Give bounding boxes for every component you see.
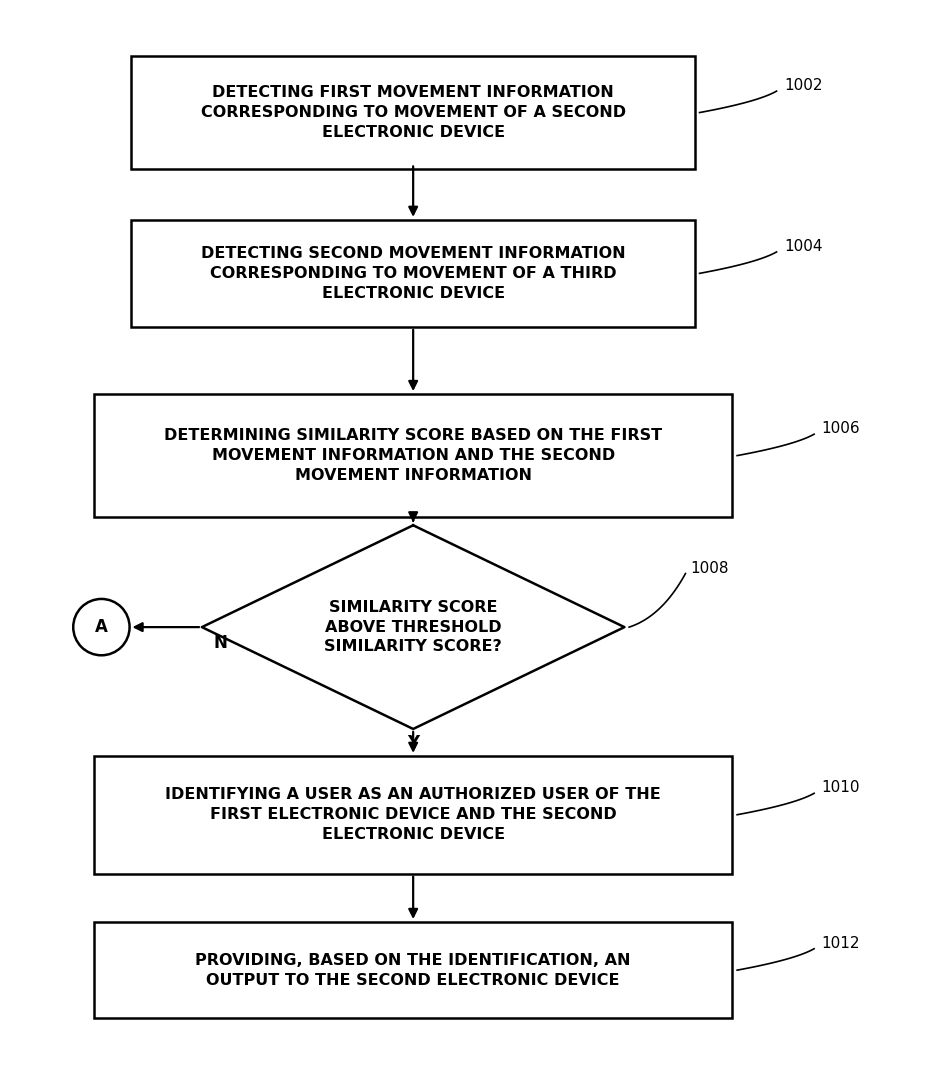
- Text: 1004: 1004: [784, 239, 823, 254]
- Text: 1008: 1008: [690, 561, 729, 576]
- Text: DETERMINING SIMILARITY SCORE BASED ON THE FIRST
MOVEMENT INFORMATION AND THE SEC: DETERMINING SIMILARITY SCORE BASED ON TH…: [164, 429, 662, 482]
- Text: 1012: 1012: [822, 936, 860, 951]
- Ellipse shape: [73, 599, 130, 655]
- FancyBboxPatch shape: [131, 56, 695, 168]
- Text: IDENTIFYING A USER AS AN AUTHORIZED USER OF THE
FIRST ELECTRONIC DEVICE AND THE : IDENTIFYING A USER AS AN AUTHORIZED USER…: [165, 788, 661, 842]
- Text: SIMILARITY SCORE
ABOVE THRESHOLD
SIMILARITY SCORE?: SIMILARITY SCORE ABOVE THRESHOLD SIMILAR…: [324, 600, 502, 654]
- Text: 1002: 1002: [784, 78, 823, 93]
- Text: 1006: 1006: [822, 421, 860, 436]
- FancyBboxPatch shape: [94, 756, 732, 874]
- Text: DETECTING SECOND MOVEMENT INFORMATION
CORRESPONDING TO MOVEMENT OF A THIRD
ELECT: DETECTING SECOND MOVEMENT INFORMATION CO…: [201, 247, 625, 300]
- FancyBboxPatch shape: [94, 922, 732, 1018]
- Text: PROVIDING, BASED ON THE IDENTIFICATION, AN
OUTPUT TO THE SECOND ELECTRONIC DEVIC: PROVIDING, BASED ON THE IDENTIFICATION, …: [195, 953, 631, 987]
- Text: 1010: 1010: [822, 780, 860, 795]
- Text: A: A: [95, 619, 108, 636]
- FancyBboxPatch shape: [94, 394, 732, 518]
- Text: Y: Y: [408, 734, 419, 751]
- Text: N: N: [214, 635, 227, 652]
- Text: DETECTING FIRST MOVEMENT INFORMATION
CORRESPONDING TO MOVEMENT OF A SECOND
ELECT: DETECTING FIRST MOVEMENT INFORMATION COR…: [201, 86, 625, 139]
- FancyBboxPatch shape: [131, 220, 695, 327]
